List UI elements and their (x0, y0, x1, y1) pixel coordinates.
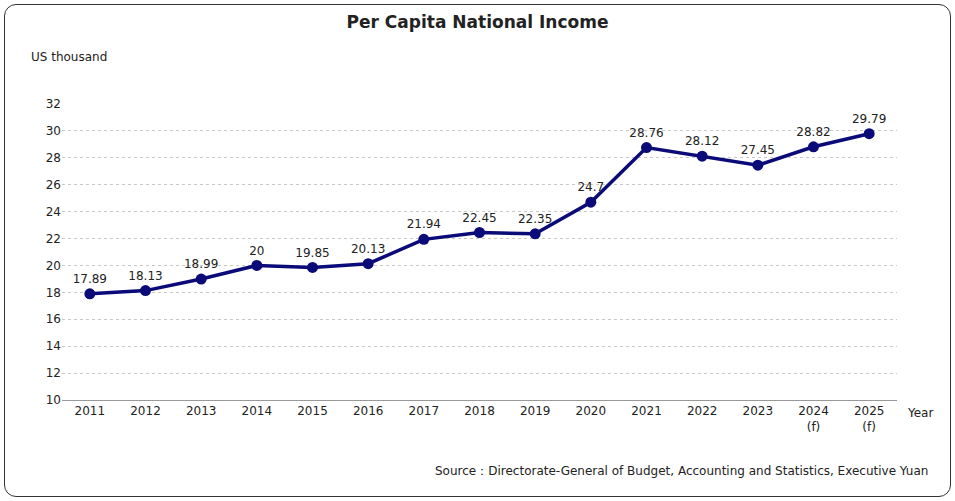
svg-text:22.35: 22.35 (518, 212, 552, 226)
svg-text:24.7: 24.7 (577, 180, 604, 194)
svg-text:2022: 2022 (687, 404, 718, 418)
svg-text:22.45: 22.45 (462, 211, 496, 225)
svg-text:2019: 2019 (520, 404, 551, 418)
svg-text:2016: 2016 (353, 404, 384, 418)
svg-text:Source：Directorate-General of: Source：Directorate-General of Budget, Ac… (435, 464, 928, 478)
svg-text:US thousand: US thousand (31, 50, 107, 64)
svg-text:29.79: 29.79 (852, 112, 886, 126)
svg-text:2017: 2017 (409, 404, 440, 418)
svg-text:2024(f): 2024(f) (798, 404, 829, 434)
svg-text:2011: 2011 (75, 404, 106, 418)
svg-text:19.85: 19.85 (295, 246, 329, 260)
svg-text:2021: 2021 (631, 404, 662, 418)
svg-text:Year: Year (907, 406, 933, 420)
svg-text:17.89: 17.89 (73, 272, 107, 286)
svg-text:2013: 2013 (186, 404, 217, 418)
svg-text:10: 10 (46, 393, 61, 407)
svg-text:2025(f): 2025(f) (854, 404, 885, 434)
svg-text:20.13: 20.13 (351, 242, 385, 256)
svg-text:21.94: 21.94 (407, 217, 441, 231)
svg-text:2014: 2014 (242, 404, 273, 418)
svg-text:2015: 2015 (297, 404, 328, 418)
svg-text:32: 32 (46, 97, 61, 111)
svg-text:16: 16 (46, 312, 61, 326)
svg-text:28.12: 28.12 (685, 134, 719, 148)
svg-text:28: 28 (46, 151, 61, 165)
svg-text:2012: 2012 (130, 404, 161, 418)
svg-text:Per Capita National Income: Per Capita National Income (347, 12, 609, 32)
svg-text:28.76: 28.76 (629, 126, 663, 140)
svg-text:2020: 2020 (576, 404, 607, 418)
svg-text:20: 20 (249, 244, 264, 258)
svg-text:18.13: 18.13 (128, 269, 162, 283)
svg-text:30: 30 (46, 124, 61, 138)
svg-text:27.45: 27.45 (741, 143, 775, 157)
svg-text:20: 20 (46, 259, 61, 273)
svg-text:18: 18 (46, 286, 61, 300)
svg-text:12: 12 (46, 366, 61, 380)
svg-text:2023: 2023 (743, 404, 774, 418)
svg-text:18.99: 18.99 (184, 257, 218, 271)
svg-text:26: 26 (46, 178, 61, 192)
svg-text:22: 22 (46, 232, 61, 246)
svg-text:24: 24 (46, 205, 61, 219)
svg-text:2018: 2018 (464, 404, 495, 418)
svg-text:28.82: 28.82 (796, 125, 830, 139)
svg-text:14: 14 (46, 339, 61, 353)
